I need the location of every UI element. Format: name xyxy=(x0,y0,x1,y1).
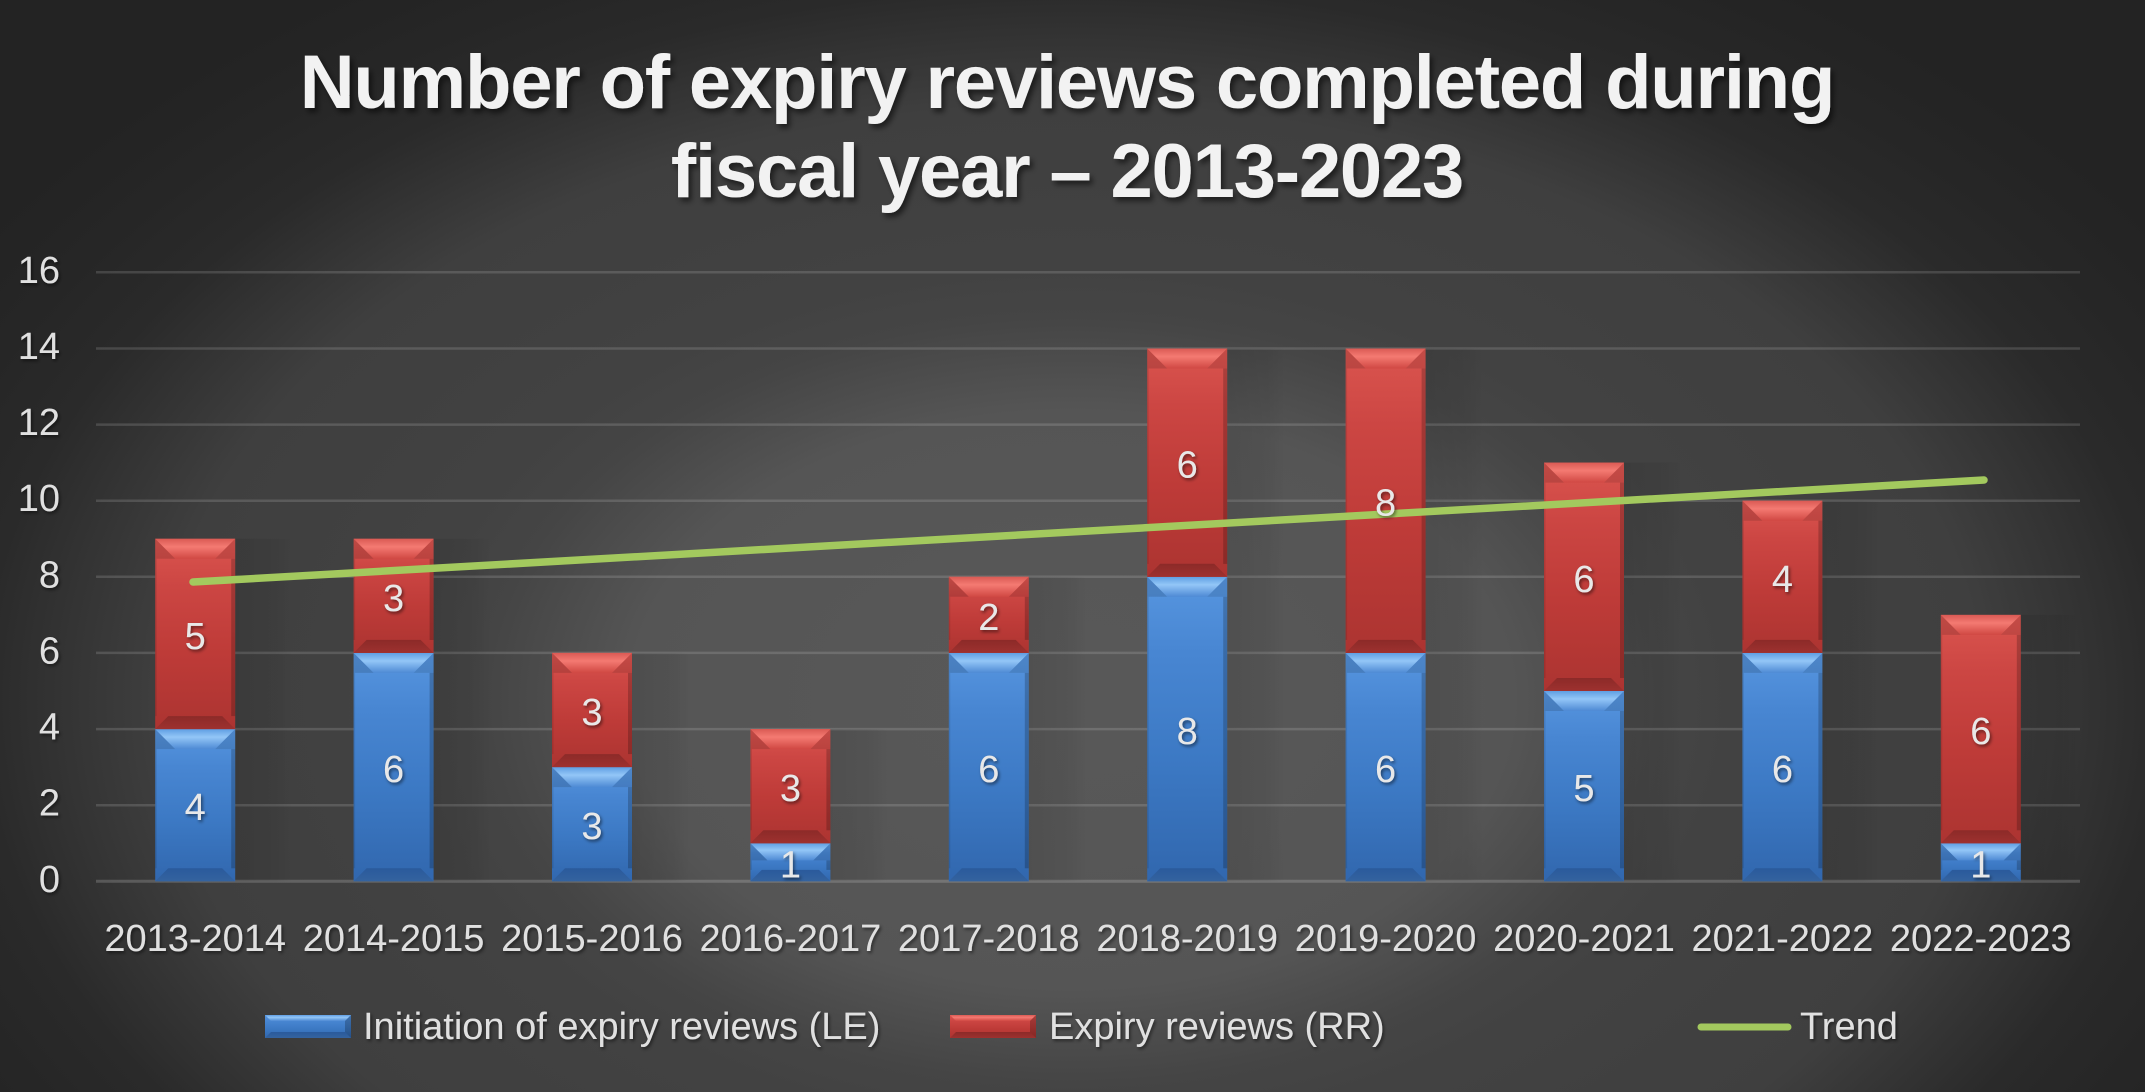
svg-text:2015-2016: 2015-2016 xyxy=(501,918,683,960)
svg-text:5: 5 xyxy=(185,616,206,658)
svg-text:6: 6 xyxy=(1375,749,1396,791)
svg-text:6: 6 xyxy=(1177,445,1198,487)
svg-text:16: 16 xyxy=(18,250,60,292)
svg-text:2013-2014: 2013-2014 xyxy=(104,918,286,960)
svg-text:3: 3 xyxy=(780,768,801,810)
svg-text:2016-2017: 2016-2017 xyxy=(700,918,882,960)
svg-text:Expiry reviews (RR): Expiry reviews (RR) xyxy=(1049,1006,1385,1048)
svg-text:1: 1 xyxy=(780,844,801,886)
svg-text:2021-2022: 2021-2022 xyxy=(1692,918,1874,960)
svg-text:3: 3 xyxy=(581,692,602,734)
svg-text:6: 6 xyxy=(1970,711,1991,753)
svg-text:0: 0 xyxy=(39,859,60,901)
svg-text:3: 3 xyxy=(581,806,602,848)
svg-text:fiscal year – 2013-2023: fiscal year – 2013-2023 xyxy=(671,129,1463,214)
svg-text:5: 5 xyxy=(1573,768,1594,810)
svg-text:8: 8 xyxy=(39,554,60,596)
svg-text:2: 2 xyxy=(978,597,999,639)
svg-text:6: 6 xyxy=(383,749,404,791)
svg-text:6: 6 xyxy=(39,630,60,672)
svg-text:6: 6 xyxy=(1772,749,1793,791)
svg-text:Trend: Trend xyxy=(1800,1006,1898,1048)
svg-text:1: 1 xyxy=(1970,844,1991,886)
svg-text:4: 4 xyxy=(185,787,206,829)
svg-text:2017-2018: 2017-2018 xyxy=(898,918,1080,960)
svg-text:4: 4 xyxy=(1772,559,1793,601)
svg-text:14: 14 xyxy=(18,326,60,368)
svg-text:12: 12 xyxy=(18,402,60,444)
svg-text:2020-2021: 2020-2021 xyxy=(1493,918,1675,960)
svg-text:10: 10 xyxy=(18,478,60,520)
svg-text:6: 6 xyxy=(1573,559,1594,601)
svg-text:2022-2023: 2022-2023 xyxy=(1890,918,2072,960)
svg-text:8: 8 xyxy=(1177,711,1198,753)
svg-text:8: 8 xyxy=(1375,483,1396,525)
svg-text:6: 6 xyxy=(978,749,999,791)
svg-text:Initiation of expiry reviews (: Initiation of expiry reviews (LE) xyxy=(363,1006,880,1048)
svg-text:2019-2020: 2019-2020 xyxy=(1295,918,1477,960)
svg-text:3: 3 xyxy=(383,578,404,620)
svg-text:2014-2015: 2014-2015 xyxy=(303,918,485,960)
svg-text:2018-2019: 2018-2019 xyxy=(1096,918,1278,960)
svg-text:Number of expiry reviews compl: Number of expiry reviews completed durin… xyxy=(300,40,1835,125)
svg-text:4: 4 xyxy=(39,707,60,749)
svg-text:2: 2 xyxy=(39,783,60,825)
